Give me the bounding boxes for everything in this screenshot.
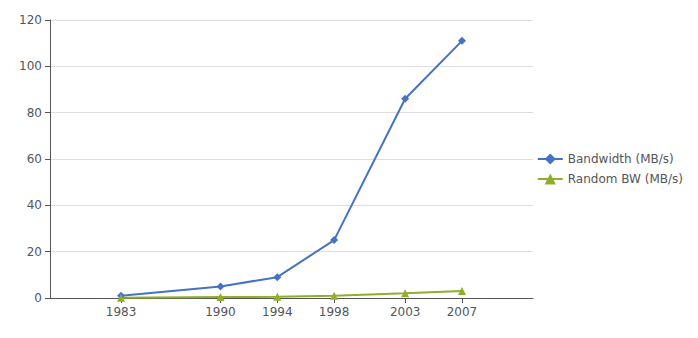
- svg-text:120: 120: [19, 13, 42, 27]
- svg-text:20: 20: [27, 245, 42, 259]
- svg-text:100: 100: [19, 59, 42, 73]
- svg-text:Random BW (MB/s): Random BW (MB/s): [568, 172, 683, 186]
- svg-text:40: 40: [27, 198, 42, 212]
- svg-text:Bandwidth (MB/s): Bandwidth (MB/s): [568, 152, 674, 166]
- svg-text:60: 60: [27, 152, 42, 166]
- svg-text:2003: 2003: [390, 305, 421, 319]
- svg-text:1983: 1983: [106, 305, 137, 319]
- svg-text:1998: 1998: [319, 305, 350, 319]
- svg-text:80: 80: [27, 106, 42, 120]
- svg-text:0: 0: [34, 291, 42, 305]
- svg-text:1990: 1990: [205, 305, 236, 319]
- svg-text:1994: 1994: [262, 305, 293, 319]
- svg-text:2007: 2007: [447, 305, 478, 319]
